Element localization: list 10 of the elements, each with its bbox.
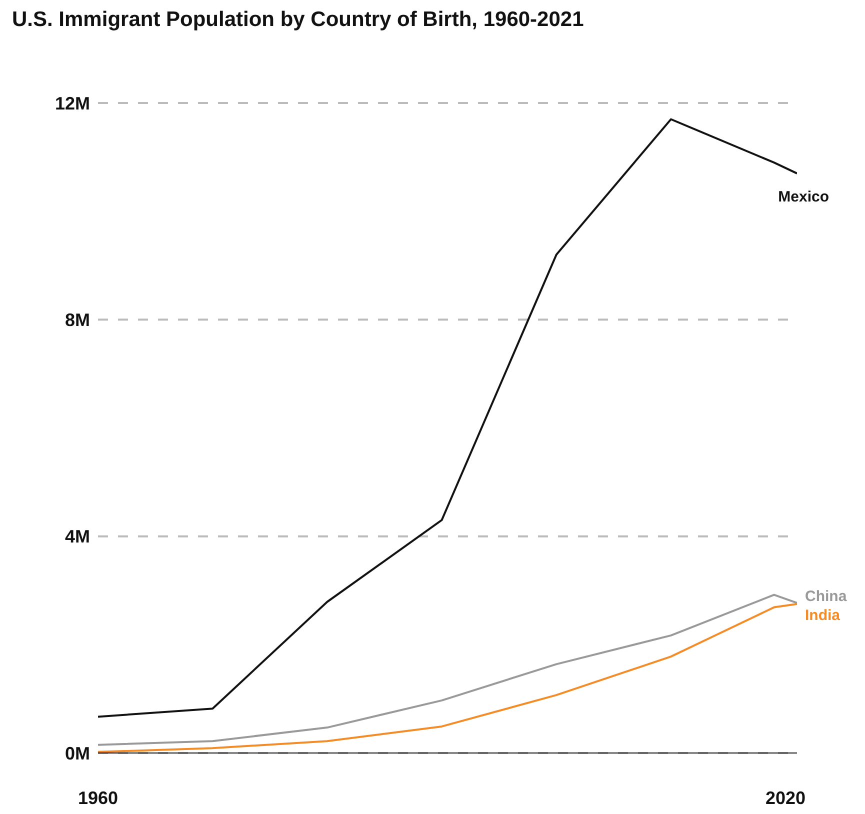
x-tick-label: 1960: [78, 788, 118, 808]
y-tick-label: 4M: [64, 526, 90, 547]
x-tick-label: 2020: [766, 788, 806, 808]
series-label: China: [805, 588, 848, 605]
series-label: India: [805, 607, 841, 624]
y-tick-label: 8M: [64, 310, 90, 330]
series-label: Mexico: [778, 188, 829, 206]
y-tick-label: 12M: [54, 93, 90, 114]
y-tick-label: 0M: [64, 743, 90, 764]
chart-title: U.S. Immigrant Population by Country of Birth, 1960-2021: [11, 8, 585, 33]
